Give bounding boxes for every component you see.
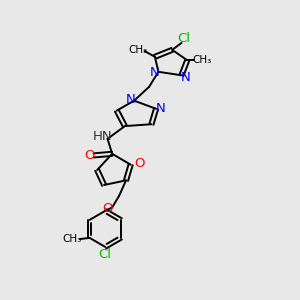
Text: N: N <box>181 70 190 84</box>
Text: N: N <box>125 93 135 106</box>
Text: CH₃: CH₃ <box>128 45 147 55</box>
Text: N: N <box>150 67 160 80</box>
Text: CH₃: CH₃ <box>63 234 82 244</box>
Text: O: O <box>135 157 145 170</box>
Text: Cl: Cl <box>177 32 190 45</box>
Text: N: N <box>155 102 165 115</box>
Text: O: O <box>84 149 94 162</box>
Text: O: O <box>102 202 113 215</box>
Text: Cl: Cl <box>99 248 112 261</box>
Text: HN: HN <box>93 130 112 143</box>
Text: CH₃: CH₃ <box>193 55 212 65</box>
